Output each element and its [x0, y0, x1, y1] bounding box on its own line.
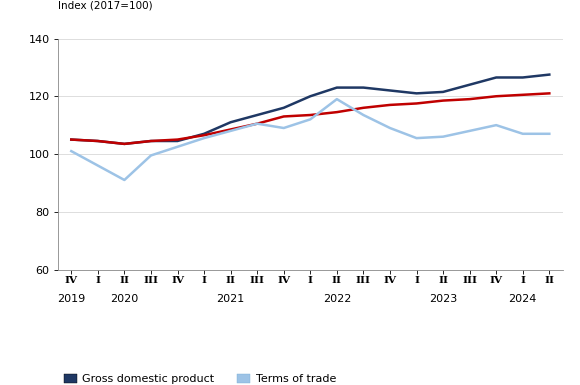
Text: 2024: 2024 — [509, 295, 537, 305]
Text: 2023: 2023 — [429, 295, 457, 305]
Text: Index (2017=100): Index (2017=100) — [58, 1, 153, 11]
Text: 2021: 2021 — [216, 295, 245, 305]
Text: 2020: 2020 — [110, 295, 139, 305]
Text: 2019: 2019 — [57, 295, 85, 305]
Text: 2022: 2022 — [322, 295, 351, 305]
